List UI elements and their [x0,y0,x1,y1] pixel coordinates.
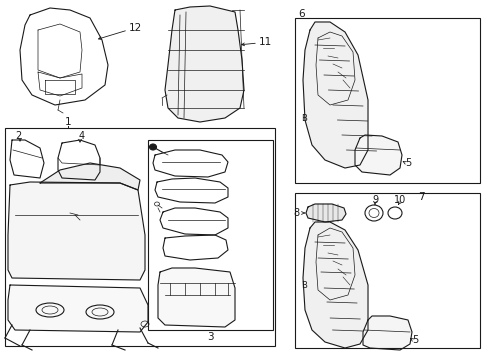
Polygon shape [305,204,346,222]
Ellipse shape [149,144,156,150]
Text: 11: 11 [258,37,271,47]
Text: 5: 5 [411,335,417,345]
Text: 6: 6 [297,9,304,19]
Text: 2: 2 [15,131,21,141]
Text: 7: 7 [417,192,424,202]
Text: B: B [301,113,306,122]
Text: 5: 5 [404,158,410,168]
Bar [148,140,272,330]
Text: 10: 10 [393,195,406,205]
Polygon shape [164,6,244,122]
Bar [294,193,479,348]
Bar [5,128,274,346]
Bar [294,18,479,183]
Polygon shape [362,316,411,350]
Polygon shape [8,182,145,280]
Text: 8: 8 [293,208,299,218]
Text: 12: 12 [128,23,142,33]
Text: B: B [301,280,306,289]
Polygon shape [40,163,140,190]
Polygon shape [8,285,148,332]
Polygon shape [354,135,401,175]
Polygon shape [303,222,367,348]
Text: 3: 3 [206,332,213,342]
Polygon shape [303,22,367,168]
Text: 1: 1 [64,117,71,127]
Text: 4: 4 [79,131,85,141]
Polygon shape [158,268,235,327]
Text: 9: 9 [371,195,377,205]
